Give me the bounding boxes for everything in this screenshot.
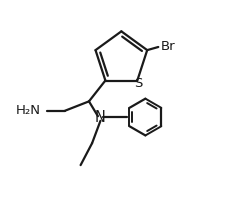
- Text: Br: Br: [160, 41, 174, 54]
- Text: S: S: [134, 76, 142, 89]
- Text: N: N: [94, 110, 106, 125]
- Text: H₂N: H₂N: [16, 104, 41, 117]
